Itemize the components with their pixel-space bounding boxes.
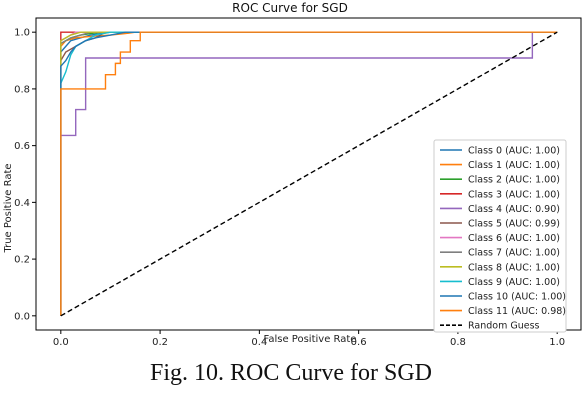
series-line-11 [60, 31, 558, 316]
x-tick-label: 0.0 [53, 337, 69, 348]
legend-label-7: Class 7 (AUC: 1.00) [468, 248, 560, 259]
legend-label-10: Class 10 (AUC: 1.00) [468, 292, 566, 303]
y-tick-label: 0.6 [14, 141, 30, 152]
series-line-4 [60, 31, 558, 316]
x-tick-label: 0.2 [152, 337, 168, 348]
series-lines [60, 31, 558, 317]
y-tick-label: 0.8 [14, 84, 30, 95]
plot-frame [35, 17, 582, 331]
legend-label-12: Random Guess [468, 321, 540, 332]
y-axis-label: True Positive Rate [3, 163, 14, 253]
x-tick-label: 1.0 [549, 337, 565, 348]
legend-label-6: Class 6 (AUC: 1.00) [468, 233, 560, 244]
legend-label-5: Class 5 (AUC: 0.99) [468, 219, 560, 230]
y-tick-label: 0.4 [14, 198, 30, 209]
series-line-10 [60, 31, 558, 316]
y-tick-label: 0.2 [14, 255, 30, 266]
x-axis-label: False Positive Rate [264, 334, 357, 345]
axis-ticks: 0.0 0.2 0.4 0.6 0.8 1.0 0.0 0.2 0.4 0.6 0.8 1.0 [14, 28, 565, 348]
legend-label-0: Class 0 (AUC: 1.00) [468, 146, 560, 157]
legend-label-11: Class 11 (AUC: 0.98) [468, 306, 566, 317]
y-tick-label: 0.0 [14, 311, 30, 322]
legend-label-8: Class 8 (AUC: 1.00) [468, 262, 560, 273]
legend-label-2: Class 2 (AUC: 1.00) [468, 175, 560, 186]
x-tick-label: 0.8 [450, 337, 466, 348]
series-line-12 [60, 31, 558, 317]
plot-area: 0.0 0.2 0.4 0.6 0.8 1.0 0.0 0.2 0.4 0.6 0.8 1.0 [14, 17, 582, 348]
chart-title: ROC Curve for SGD [232, 1, 348, 15]
legend: Class 0 (AUC: 1.00) Class 1 (AUC: 1.00) Cl… [433, 139, 567, 333]
y-tick-label: 1.0 [14, 28, 30, 39]
x-tick-label: 0.4 [251, 337, 267, 348]
legend-label-9: Class 9 (AUC: 1.00) [468, 277, 560, 288]
legend-label-4: Class 4 (AUC: 0.90) [468, 204, 560, 215]
legend-label-1: Class 1 (AUC: 1.00) [468, 160, 560, 171]
legend-box [433, 139, 567, 333]
figure-caption: Fig. 10. ROC Curve for SGD [149, 360, 432, 386]
legend-label-3: Class 3 (AUC: 1.00) [468, 189, 560, 200]
roc-chart: ROC Curve for SGD 0.0 0.2 0.4 0.6 0.8 1.00.00… [3, 1, 582, 348]
x-tick-label: 0.6 [351, 337, 367, 348]
